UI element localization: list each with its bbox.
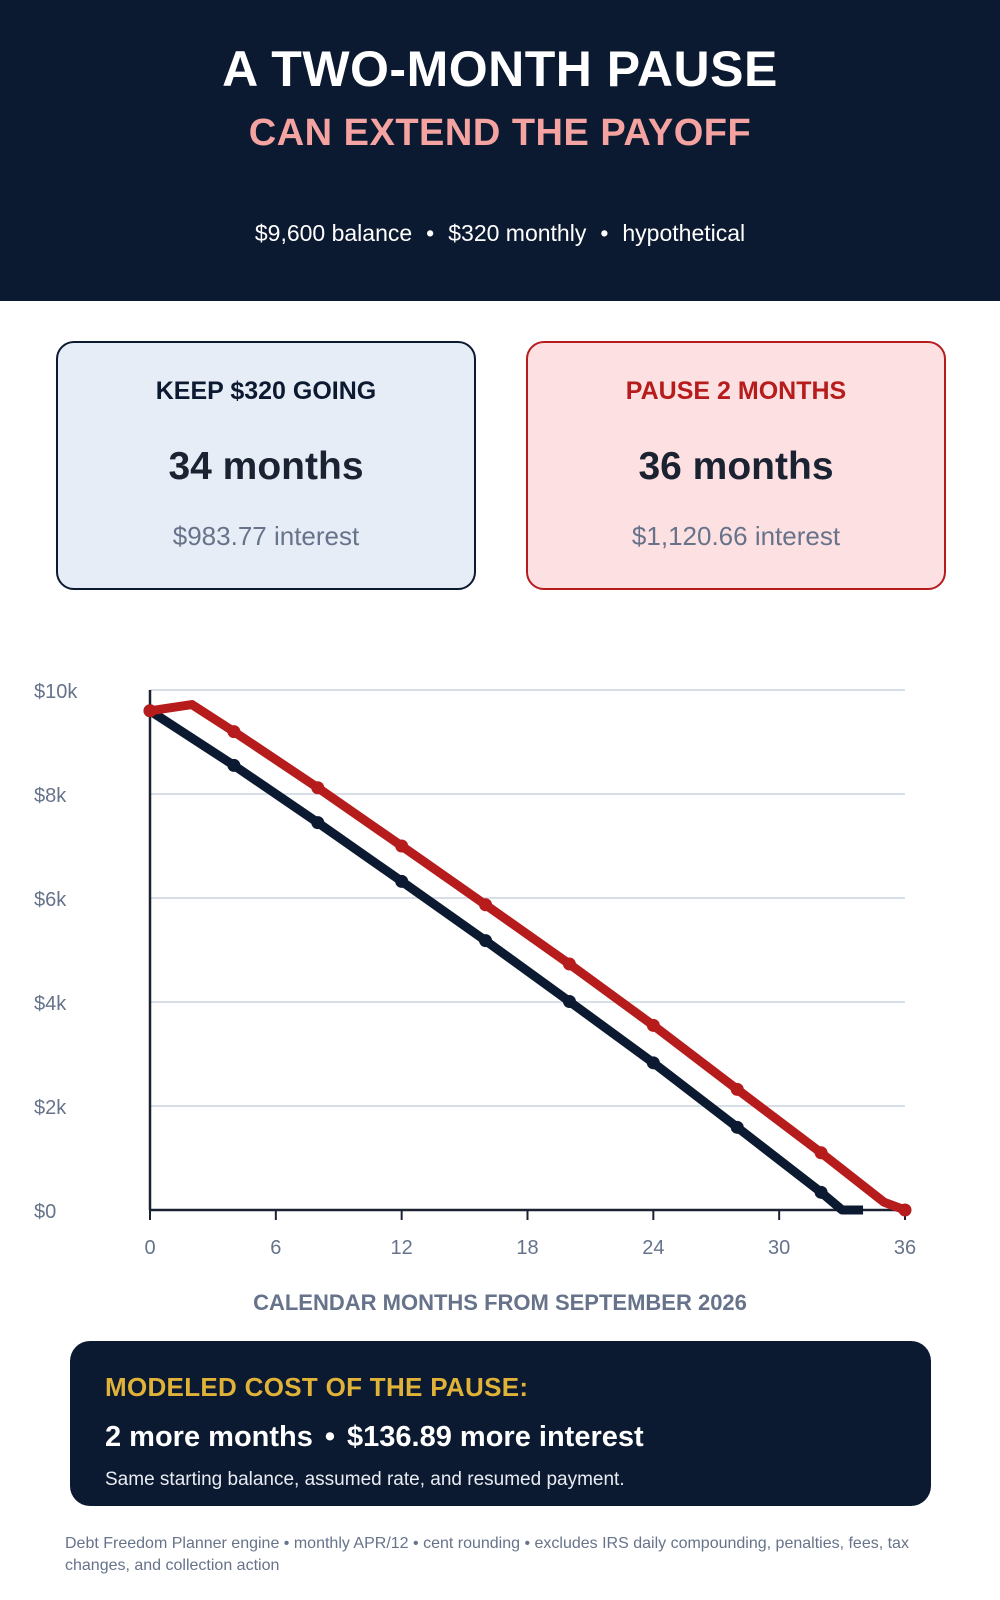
pause-card-interest: $1,120.66 interest — [631, 521, 841, 551]
keep-card-label: KEEP $320 GOING — [155, 377, 377, 405]
data-point — [646, 1018, 660, 1032]
y-tick-label: $4k — [34, 993, 67, 1015]
cost-extra-months: 2 more months — [105, 1421, 313, 1453]
cost-extra-interest: $136.89 more interest — [347, 1421, 644, 1453]
data-point — [479, 898, 493, 912]
keep-paying-card: KEEP $320 GOING 34 months $983.77 intere… — [56, 341, 476, 590]
data-point — [311, 781, 325, 795]
meta-separator: • — [426, 220, 435, 246]
x-tick-label: 6 — [270, 1237, 281, 1259]
data-point — [479, 934, 493, 948]
keep-card-months: 34 months — [168, 445, 364, 488]
cost-note: Same starting balance, assumed rate, and… — [105, 1469, 625, 1490]
meta-balance: $9,600 balance — [254, 220, 413, 246]
x-tick-label: 12 — [391, 1237, 413, 1259]
page-title: A TWO-MONTH PAUSE — [222, 41, 778, 97]
data-point — [814, 1146, 828, 1160]
x-tick-label: 24 — [642, 1237, 664, 1259]
header-banner: A TWO-MONTH PAUSE CAN EXTEND THE PAYOFF … — [0, 0, 1000, 301]
x-tick-label: 36 — [894, 1237, 916, 1259]
data-point — [395, 874, 409, 888]
y-tick-label: $0 — [34, 1201, 56, 1223]
x-axis-title: CALENDAR MONTHS FROM SEPTEMBER 2026 — [253, 1290, 747, 1315]
x-tick-label: 18 — [516, 1237, 538, 1259]
data-point — [730, 1082, 744, 1096]
cost-separator: • — [324, 1421, 336, 1453]
cost-label: MODELED COST OF THE PAUSE: — [105, 1372, 529, 1402]
footnote: Debt Freedom Planner engine • monthly AP… — [65, 1535, 909, 1574]
data-point — [898, 1203, 912, 1217]
series-line-keep-paying — [147, 707, 864, 1215]
data-point — [562, 994, 576, 1008]
data-point — [395, 839, 409, 853]
x-tick-label: 30 — [768, 1237, 790, 1259]
pause-card-months: 36 months — [638, 445, 834, 488]
meta-separator: • — [600, 220, 609, 246]
pause-card: PAUSE 2 MONTHS 36 months $1,120.66 inter… — [526, 341, 946, 590]
y-tick-label: $6k — [34, 889, 67, 911]
meta-hypothetical: hypothetical — [622, 220, 746, 246]
y-tick-label: $8k — [34, 785, 67, 807]
data-point — [227, 758, 241, 772]
y-tick-label: $10k — [34, 681, 78, 703]
cost-values: 2 more months • $136.89 more interest — [105, 1421, 644, 1454]
keep-card-interest: $983.77 interest — [172, 521, 360, 551]
meta-payment: $320 monthly — [448, 220, 587, 246]
data-point — [562, 957, 576, 971]
pause-card-label: PAUSE 2 MONTHS — [625, 377, 847, 405]
data-point — [730, 1120, 744, 1134]
data-point — [227, 725, 241, 739]
y-tick-label: $2k — [34, 1097, 67, 1119]
balance-chart: $0 $2k $4k $6k $8k $10k 0 6 12 18 24 30 36 — [34, 681, 916, 1259]
cost-summary-box: MODELED COST OF THE PAUSE: 2 more months… — [70, 1341, 931, 1506]
data-point — [646, 1056, 660, 1070]
data-point — [143, 704, 157, 718]
x-tick-label: 0 — [144, 1237, 155, 1259]
data-point — [814, 1185, 828, 1199]
series-line-pause — [145, 700, 910, 1215]
data-point — [311, 816, 325, 830]
page-subtitle: CAN EXTEND THE PAYOFF — [248, 112, 752, 154]
scenario-meta: $9,600 balance • $320 monthly • hypothetical — [0, 220, 1000, 247]
